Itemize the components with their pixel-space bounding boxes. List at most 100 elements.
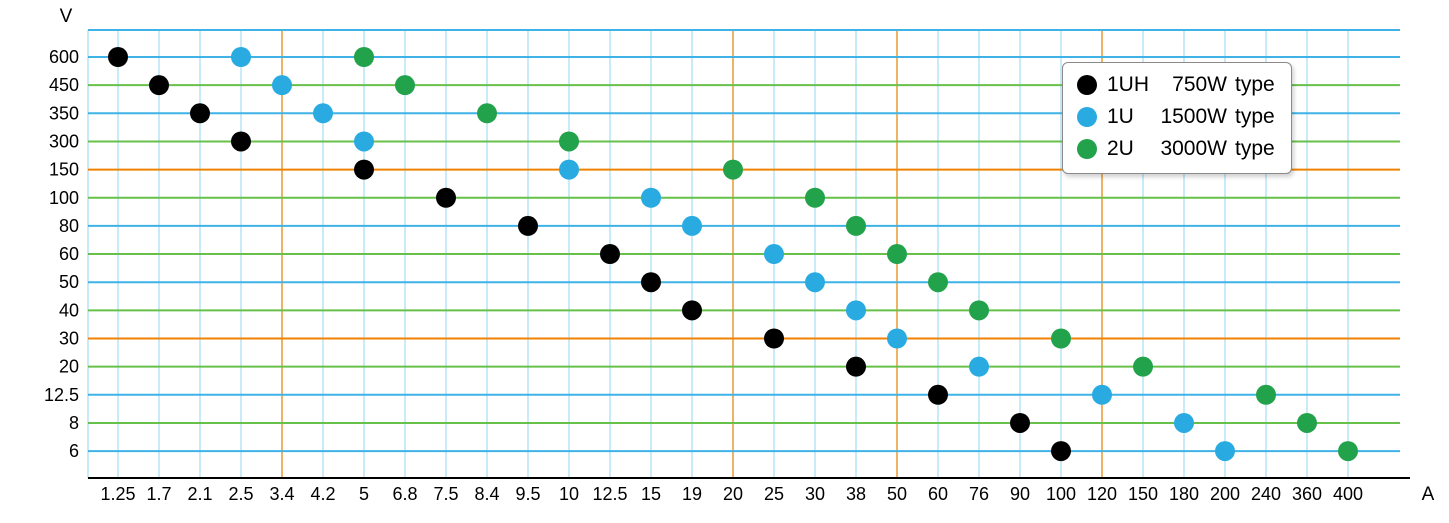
legend-dot-1uh-icon xyxy=(1077,75,1097,95)
legend-series-power: 3000W xyxy=(1160,137,1227,160)
data-point-1uh xyxy=(641,272,661,293)
data-point-1uh xyxy=(600,244,620,265)
data-point-2u xyxy=(1051,328,1071,349)
data-point-1u xyxy=(969,356,989,377)
legend-series-power: 1500W xyxy=(1160,105,1227,128)
y-tick-label: 150 xyxy=(49,160,79,180)
y-tick-label: 300 xyxy=(49,131,79,151)
data-point-1uh xyxy=(682,300,702,321)
legend-item: 2U 3000W type xyxy=(1077,137,1275,161)
y-tick-label: 40 xyxy=(59,300,79,320)
data-point-1uh xyxy=(846,356,866,377)
x-tick-label: 60 xyxy=(928,484,948,504)
x-tick-label: 12.5 xyxy=(592,484,627,504)
data-point-1u xyxy=(682,215,702,236)
x-tick-label: 15 xyxy=(641,484,661,504)
x-tick-label: 9.5 xyxy=(515,484,540,504)
legend-series-code: 2U xyxy=(1107,137,1134,160)
x-tick-label: 50 xyxy=(887,484,907,504)
x-tick-label: 3.4 xyxy=(269,484,294,504)
legend-series-suffix: type xyxy=(1235,105,1275,128)
x-tick-label: 240 xyxy=(1251,484,1281,504)
x-tick-label: 8.4 xyxy=(474,484,499,504)
y-tick-label: 450 xyxy=(49,75,79,95)
data-point-1u xyxy=(272,75,292,96)
x-tick-label: 10 xyxy=(559,484,579,504)
legend: 1UH 750W type 1U 1500W type 2U 3000W typ… xyxy=(1062,62,1292,174)
data-point-1u xyxy=(313,103,333,124)
y-tick-label: 20 xyxy=(59,357,79,377)
x-tick-label: 1.25 xyxy=(100,484,135,504)
x-tick-label: 30 xyxy=(805,484,825,504)
legend-dot-2u-icon xyxy=(1077,139,1097,159)
data-point-1uh xyxy=(354,159,374,180)
data-point-2u xyxy=(928,272,948,293)
data-point-1uh xyxy=(231,131,251,152)
data-point-1uh xyxy=(928,384,948,405)
data-point-1u xyxy=(354,131,374,152)
y-tick-label: 60 xyxy=(59,244,79,264)
data-point-1uh xyxy=(518,215,538,236)
x-tick-label: 2.5 xyxy=(228,484,253,504)
y-tick-label: 6 xyxy=(69,441,79,461)
data-point-1uh xyxy=(1010,412,1030,433)
data-point-1u xyxy=(1215,441,1235,462)
x-tick-label: 38 xyxy=(846,484,866,504)
x-tick-label: 360 xyxy=(1292,484,1322,504)
data-point-2u xyxy=(1133,356,1153,377)
y-axis-unit-label: V xyxy=(60,6,73,27)
y-tick-label: 350 xyxy=(49,103,79,123)
data-point-1u xyxy=(1174,412,1194,433)
x-tick-label: 120 xyxy=(1087,484,1117,504)
x-axis-unit-label: A xyxy=(1422,484,1435,505)
y-tick-label: 100 xyxy=(49,188,79,208)
data-point-1u xyxy=(805,272,825,293)
legend-item: 1U 1500W type xyxy=(1077,105,1275,129)
data-point-1uh xyxy=(764,328,784,349)
data-point-1u xyxy=(231,47,251,67)
y-tick-label: 12.5 xyxy=(44,385,79,405)
data-point-1u xyxy=(559,159,579,180)
data-point-2u xyxy=(395,75,415,96)
x-tick-label: 76 xyxy=(969,484,989,504)
data-point-1u xyxy=(764,244,784,265)
x-tick-label: 25 xyxy=(764,484,784,504)
y-tick-label: 50 xyxy=(59,272,79,292)
data-point-1uh xyxy=(108,47,128,67)
data-point-1uh xyxy=(436,187,456,208)
data-point-1uh xyxy=(1051,441,1071,462)
x-tick-label: 5 xyxy=(359,484,369,504)
x-tick-label: 400 xyxy=(1333,484,1363,504)
x-tick-label: 180 xyxy=(1169,484,1199,504)
legend-series-code: 1U xyxy=(1107,105,1134,128)
data-point-1u xyxy=(887,328,907,349)
x-tick-label: 1.7 xyxy=(146,484,171,504)
data-point-2u xyxy=(887,244,907,265)
data-point-2u xyxy=(723,159,743,180)
legend-series-power: 750W xyxy=(1172,73,1227,96)
legend-dot-1u-icon xyxy=(1077,107,1097,127)
data-point-1u xyxy=(1092,384,1112,405)
x-tick-label: 150 xyxy=(1128,484,1158,504)
x-tick-label: 6.8 xyxy=(392,484,417,504)
data-point-2u xyxy=(559,131,579,152)
data-point-2u xyxy=(969,300,989,321)
data-point-1uh xyxy=(190,103,210,124)
legend-series-code: 1UH xyxy=(1107,73,1150,96)
legend-item: 1UH 750W type xyxy=(1077,73,1275,97)
legend-series-suffix: type xyxy=(1235,137,1275,160)
y-tick-label: 80 xyxy=(59,216,79,236)
x-tick-label: 7.5 xyxy=(433,484,458,504)
x-tick-label: 4.2 xyxy=(310,484,335,504)
data-point-1u xyxy=(846,300,866,321)
y-tick-label: 30 xyxy=(59,329,79,349)
y-tick-label: 600 xyxy=(49,47,79,67)
data-point-2u xyxy=(1256,384,1276,405)
x-tick-label: 2.1 xyxy=(187,484,212,504)
data-point-2u xyxy=(846,215,866,236)
data-point-2u xyxy=(1297,412,1317,433)
legend-series-suffix: type xyxy=(1235,73,1275,96)
x-tick-label: 90 xyxy=(1010,484,1030,504)
